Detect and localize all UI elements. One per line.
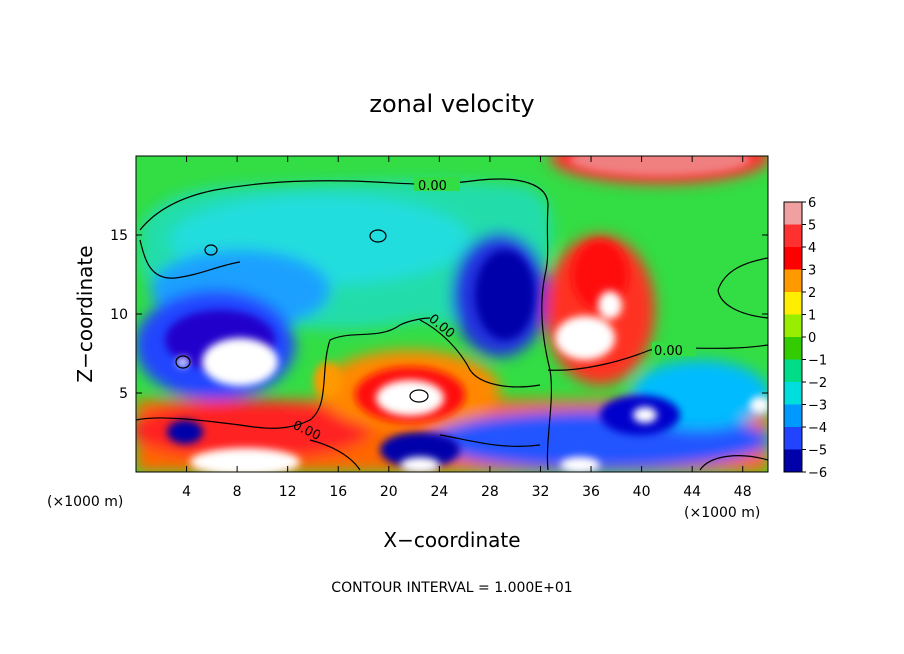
x-tick-label: 40 — [633, 484, 651, 500]
colorbar-tick-label: −2 — [808, 376, 827, 391]
colorbar-tick-label: −4 — [808, 421, 827, 436]
colorbar-tick-label: 5 — [808, 219, 816, 234]
x-tick-label: 36 — [582, 484, 600, 500]
y-tick-label: 10 — [110, 307, 128, 323]
x-tick-label: 32 — [532, 484, 550, 500]
colorbar-tick-label: −3 — [808, 399, 827, 414]
colorbar-tick-label: 1 — [808, 309, 816, 324]
zero-contours — [136, 178, 768, 471]
x-axis-label: X−coordinate — [383, 528, 520, 552]
colorbar-tick-label: 4 — [808, 241, 816, 256]
y-axis: 5 10 15 — [110, 228, 768, 402]
x-axis: 4 8 12 16 20 24 28 32 36 40 44 48 — [182, 156, 752, 500]
colorbar-swatch — [784, 449, 802, 473]
y-axis-label: Z−coordinate — [73, 245, 97, 382]
y-tick-label: 5 — [119, 386, 128, 402]
colorbar: 6 5 4 3 2 1 0 −1 −2 −3 −4 −5 −6 — [783, 196, 827, 481]
x-tick-label: 8 — [233, 484, 242, 500]
colorbar-swatch — [784, 269, 802, 293]
x-tick-label: 16 — [329, 484, 347, 500]
x-tick-label: 48 — [734, 484, 752, 500]
contour-label: 0.00 — [418, 179, 447, 194]
colorbar-swatch — [784, 224, 802, 248]
colorbar-tick-label: −1 — [808, 354, 827, 369]
x-tick-label: 28 — [481, 484, 499, 500]
colorbar-swatch — [784, 382, 802, 405]
colorbar-tick-label: 6 — [808, 196, 816, 211]
colorbar-tick-label: 3 — [808, 264, 816, 279]
colorbar-swatch — [784, 359, 802, 383]
heatmap-field: 0.00 0.00 0.00 0.00 — [136, 156, 768, 472]
colorbar-swatch — [784, 314, 802, 338]
colorbar-tick-label: −6 — [808, 466, 827, 481]
colorbar-tick-label: −5 — [808, 444, 827, 459]
contour-interval-note: CONTOUR INTERVAL = 1.000E+01 — [331, 580, 572, 596]
colorbar-swatch — [784, 292, 802, 315]
x-unit-left: (×1000 m) — [47, 494, 123, 510]
x-tick-label: 4 — [182, 484, 191, 500]
colorbar-tick-label: 0 — [808, 331, 816, 346]
x-tick-label: 20 — [380, 484, 398, 500]
colorbar-swatch — [784, 337, 802, 360]
x-tick-label: 24 — [430, 484, 448, 500]
colorbar-tick-label: 2 — [808, 286, 816, 301]
x-unit-right: (×1000 m) — [684, 505, 760, 521]
y-tick-label: 15 — [110, 228, 128, 244]
contour-label: 0.00 — [654, 344, 683, 359]
colorbar-swatch — [784, 247, 802, 270]
colorbar-swatch — [784, 202, 802, 225]
colorbar-swatch — [784, 404, 802, 428]
x-tick-label: 44 — [683, 484, 701, 500]
chart-title: zonal velocity — [369, 90, 534, 118]
colorbar-swatch — [784, 427, 802, 450]
x-tick-label: 12 — [279, 484, 297, 500]
